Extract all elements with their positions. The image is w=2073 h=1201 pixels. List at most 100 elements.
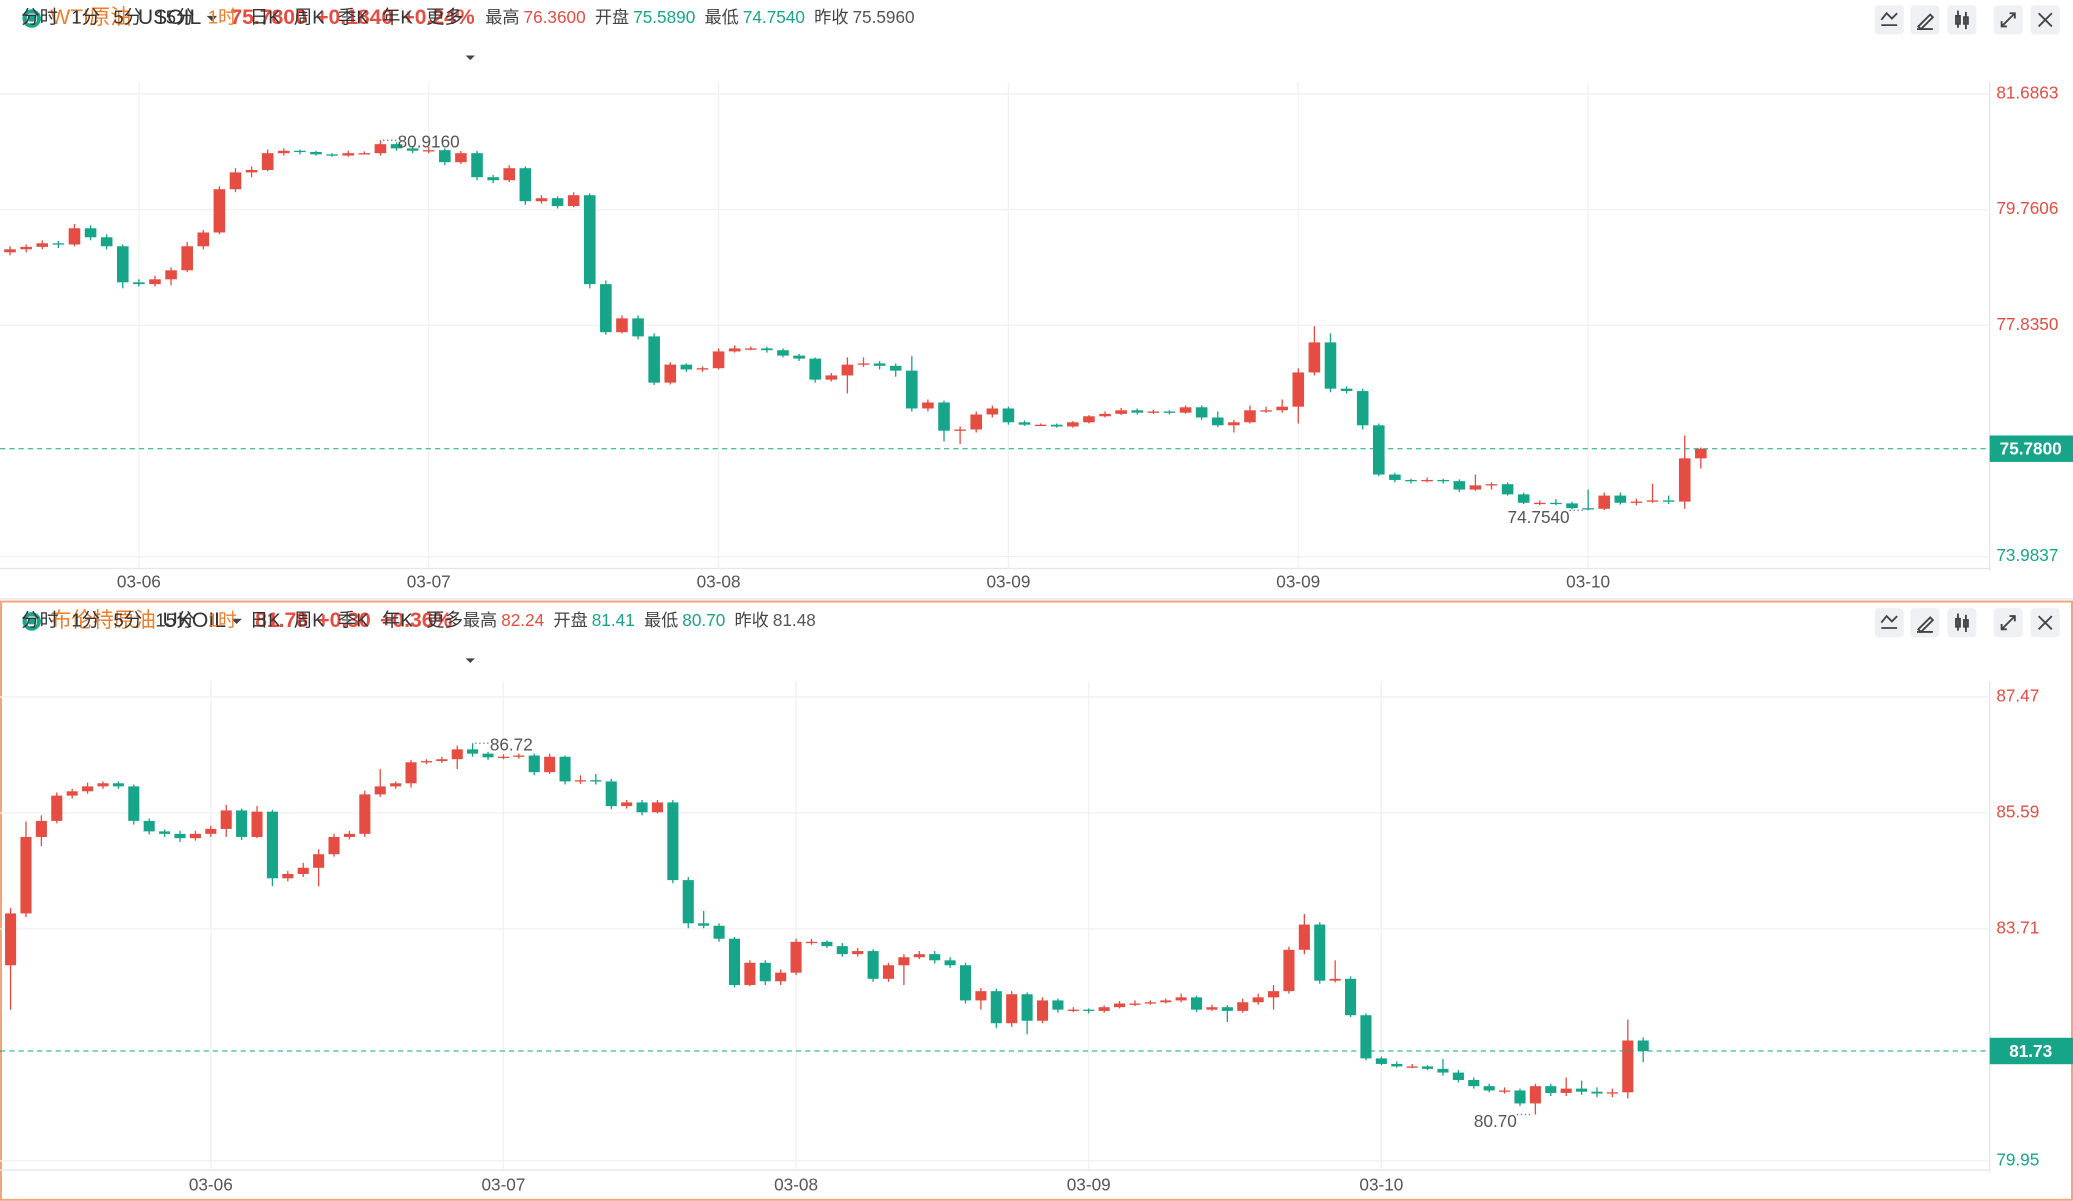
instrument-name[interactable]: 布伦特原油 (50, 608, 156, 632)
candle-body (600, 284, 612, 333)
period-tab[interactable]: 年K (382, 6, 414, 27)
x-tick-label: 03-09 (1276, 572, 1320, 592)
candle-body (1501, 484, 1514, 495)
candle-body (343, 833, 355, 837)
candle-body (1356, 391, 1369, 426)
candle-body (261, 153, 274, 170)
candle-body (297, 867, 309, 874)
candle-body (220, 810, 232, 829)
period-tab[interactable]: 日K (250, 6, 282, 27)
tool-icon (1916, 13, 1935, 31)
candle-body (559, 756, 571, 782)
last-price: 75.7800 (230, 6, 306, 29)
candle-body (1468, 1079, 1480, 1087)
candle-body (1483, 1086, 1495, 1091)
y-tick-label: 87.47 (1996, 685, 2039, 705)
candle-body (1021, 994, 1033, 1021)
candle-body (1598, 495, 1611, 509)
symbol-dropdown[interactable] (206, 15, 218, 22)
candle-body (467, 749, 479, 754)
candle-body (143, 820, 155, 832)
period-tab[interactable]: 季K (338, 6, 370, 27)
candle-body (1115, 410, 1127, 414)
tool-button[interactable] (1874, 608, 1904, 638)
candle-body (922, 402, 934, 409)
candle-body (1190, 997, 1203, 1010)
candle-body (728, 938, 741, 985)
period-tab[interactable]: 1时 (208, 6, 237, 27)
period-tab[interactable]: 1时 (208, 609, 237, 630)
candle-body (266, 811, 278, 879)
period-tab[interactable]: 周K (294, 6, 326, 27)
tool-button[interactable] (1947, 608, 1977, 638)
candle-body (790, 941, 802, 973)
period-tab[interactable]: 15分 (155, 6, 194, 27)
last-price-tag (1989, 435, 2073, 462)
period-tab[interactable]: 年K (382, 609, 414, 630)
candle-body (197, 232, 210, 247)
candle-body (374, 144, 387, 154)
candle-body (712, 351, 725, 369)
tool-button[interactable] (1947, 5, 1977, 35)
candle-body (205, 828, 217, 834)
period-tab[interactable]: 日K (250, 609, 282, 630)
candle-body (1018, 422, 1031, 425)
candle-body (20, 246, 32, 250)
candle-body (544, 756, 556, 773)
y-tick-label: 83.71 (1996, 917, 2039, 937)
candle-body (174, 833, 186, 839)
candle-body (1147, 411, 1160, 413)
x-tick-label: 03-06 (117, 572, 161, 592)
period-tab[interactable]: 更多 (426, 6, 463, 27)
candle-body (632, 318, 644, 337)
period-tab[interactable]: 1分 (71, 609, 100, 630)
candle-body (1421, 479, 1433, 482)
candle-body (1499, 1090, 1511, 1092)
candle-body (358, 153, 371, 155)
more-caret[interactable] (465, 658, 475, 664)
candle-body (1422, 1066, 1434, 1069)
tool-button[interactable] (1874, 5, 1904, 35)
period-tab[interactable]: 更多 (426, 609, 463, 630)
candle-body (528, 755, 540, 773)
last-price-tag (1989, 1037, 2073, 1065)
candle-body (535, 198, 548, 202)
more-caret[interactable] (465, 55, 475, 61)
stat-value: 76.3600 (524, 7, 586, 27)
symbol-dropdown[interactable] (231, 618, 242, 625)
candle-body (1514, 1090, 1526, 1104)
period-tab[interactable]: 1分 (71, 6, 100, 27)
period-tab[interactable]: 分时 (21, 609, 58, 630)
candle-body (1606, 1092, 1618, 1094)
candle-body (213, 189, 226, 233)
period-tab[interactable]: 5分 (113, 6, 142, 27)
candle-body (1566, 503, 1578, 509)
period-tab[interactable]: 15分 (155, 609, 194, 630)
candle-body (857, 363, 870, 365)
candle-body (761, 348, 773, 351)
candle-body (1437, 479, 1449, 482)
candle-body (913, 954, 925, 958)
candle-body (1529, 1086, 1541, 1104)
period-tab[interactable]: 季K (338, 609, 370, 630)
candle-body (777, 350, 789, 356)
candle-body (1630, 501, 1643, 503)
instrument-symbol[interactable]: UKOIL (163, 609, 227, 632)
candle-body (1206, 1007, 1218, 1010)
candle-body (326, 154, 338, 156)
candle-body (1576, 1088, 1588, 1092)
instrument-symbol[interactable]: USOIL (138, 6, 202, 29)
candle-body (944, 960, 956, 966)
candle-body (954, 429, 966, 431)
candle-body (1329, 978, 1341, 981)
period-tab[interactable]: 周K (294, 609, 326, 630)
candle-body (651, 802, 664, 813)
candle-body (482, 753, 494, 758)
candle-body (405, 762, 417, 784)
x-tick-label: 03-08 (774, 1174, 818, 1194)
instrument-name[interactable]: WTI原油 (50, 5, 131, 29)
period-tab[interactable]: 分时 (21, 6, 58, 27)
candle-body (1067, 422, 1079, 427)
period-tab[interactable]: 5分 (113, 609, 142, 630)
